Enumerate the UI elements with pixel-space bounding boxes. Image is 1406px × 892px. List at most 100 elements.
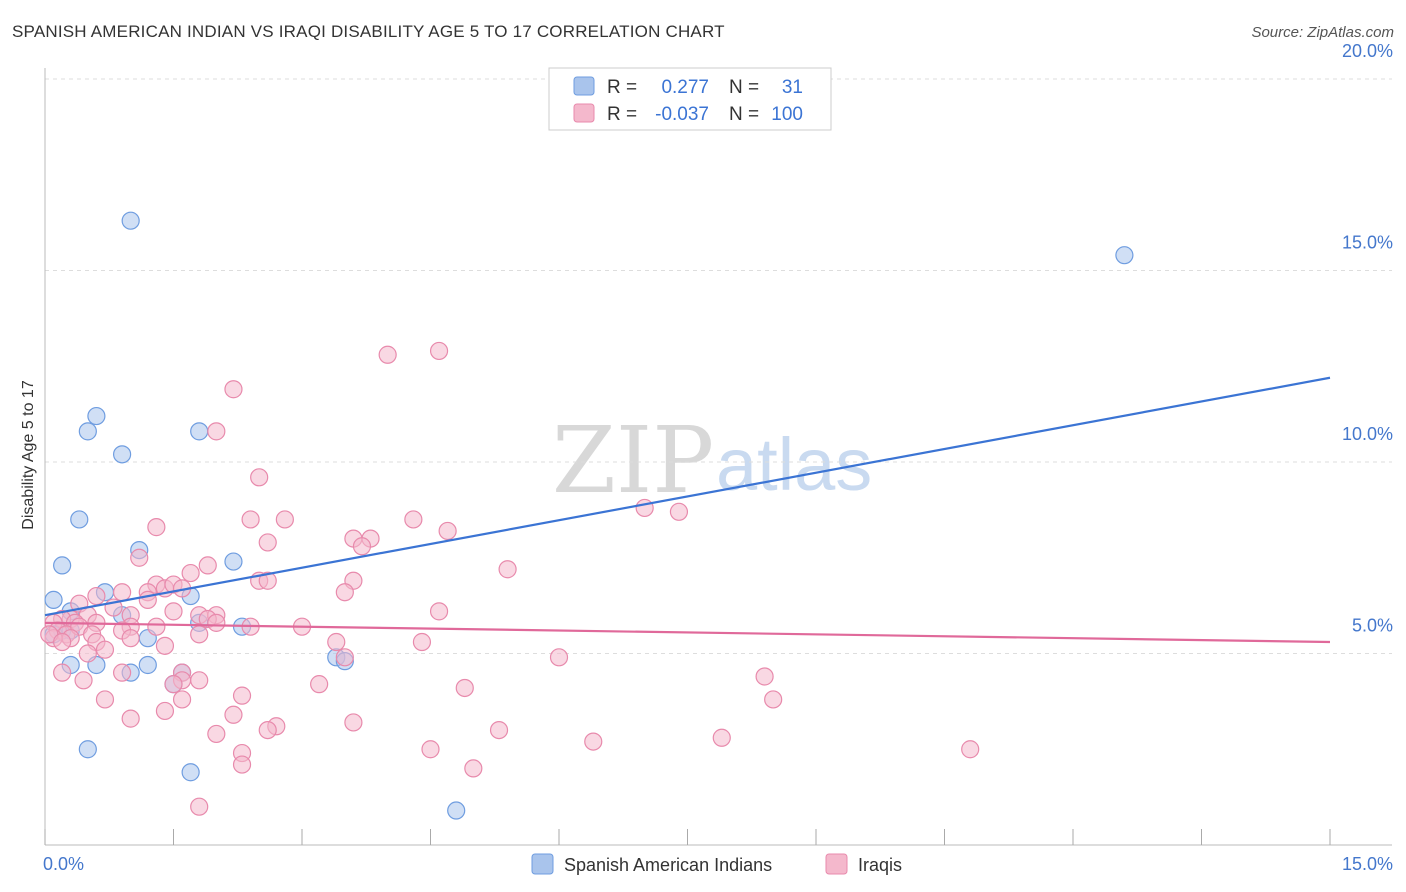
y-tick-label: 15.0%	[1342, 233, 1393, 253]
point-iraqis	[155, 636, 175, 655]
y-tick-label: 10.0%	[1342, 424, 1393, 444]
point-iraqis	[121, 629, 140, 648]
bottom-legend-swatch-blue	[531, 853, 554, 875]
point-iraqis	[335, 583, 354, 602]
point-iraqis	[412, 632, 432, 652]
y-tick-labels: 5.0% 10.0% 15.0% 20.0%	[1342, 41, 1393, 636]
point-iraqis	[232, 686, 252, 705]
point-spanish-american-indians	[190, 422, 209, 441]
point-iraqis	[961, 740, 980, 759]
x-tick-label: 0.0%	[43, 854, 84, 874]
point-iraqis	[310, 675, 329, 694]
point-iraqis	[327, 632, 346, 652]
point-iraqis	[172, 690, 192, 709]
chart-title: SPANISH AMERICAN INDIAN VS IRAQI DISABIL…	[12, 22, 725, 41]
bottom-legend: Spanish American Indians Iraqis	[531, 853, 902, 875]
point-iraqis	[549, 648, 569, 667]
point-iraqis	[429, 602, 449, 621]
series-iraqis	[40, 341, 980, 816]
point-iraqis	[53, 632, 72, 652]
point-iraqis	[258, 720, 277, 740]
legend-box	[548, 67, 832, 131]
point-iraqis	[232, 755, 252, 774]
point-iraqis	[241, 510, 260, 529]
point-iraqis	[190, 797, 209, 816]
point-iraqis	[438, 521, 457, 541]
legend-swatch-pink	[573, 103, 595, 123]
point-iraqis	[164, 675, 183, 694]
axes	[44, 68, 1392, 846]
point-iraqis	[155, 701, 175, 721]
point-spanish-american-indians	[78, 422, 97, 441]
legend-swatch-blue	[573, 76, 595, 96]
point-spanish-american-indians	[53, 556, 72, 575]
y-axis-title: Disability Age 5 to 17	[20, 380, 37, 530]
point-spanish-american-indians	[44, 590, 63, 609]
point-iraqis	[207, 422, 226, 441]
legend-r-value-0: 0.277	[661, 77, 709, 98]
bottom-legend-swatch-pink	[825, 853, 848, 875]
point-iraqis	[147, 617, 166, 636]
point-iraqis	[130, 548, 149, 567]
legend-r-label-1: R =	[607, 104, 637, 125]
point-iraqis	[352, 537, 372, 556]
point-iraqis	[138, 590, 157, 609]
point-spanish-american-indians	[112, 445, 132, 464]
point-iraqis	[489, 720, 509, 740]
legend-n-label-1: N =	[729, 104, 759, 125]
watermark-zip: ZIP	[552, 407, 714, 514]
point-iraqis	[421, 740, 440, 759]
point-spanish-american-indians	[87, 406, 106, 426]
point-iraqis	[224, 705, 243, 724]
bottom-legend-label-1: Iraqis	[858, 855, 902, 875]
point-spanish-american-indians	[224, 552, 243, 571]
point-iraqis	[464, 759, 483, 778]
point-iraqis	[112, 583, 132, 602]
x-tick-label: 15.0%	[1342, 854, 1393, 874]
point-spanish-american-indians	[70, 510, 89, 529]
legend-n-label-0: N =	[729, 77, 759, 98]
point-iraqis	[147, 518, 166, 537]
point-iraqis	[498, 560, 517, 579]
point-spanish-american-indians	[447, 801, 466, 820]
legend-n-value-1: 100	[771, 104, 803, 125]
legend-n-value-0: 31	[782, 77, 803, 98]
point-iraqis	[635, 498, 654, 518]
point-iraqis	[404, 510, 423, 529]
point-spanish-american-indians	[138, 655, 157, 675]
point-iraqis	[95, 640, 115, 659]
point-iraqis	[95, 690, 115, 709]
point-iraqis	[164, 602, 183, 621]
point-iraqis	[198, 556, 217, 575]
legend: R = 0.277 N = 31 R = -0.037 N = 100	[548, 67, 832, 131]
point-iraqis	[181, 563, 200, 583]
x-tick-labels: 0.0% 15.0%	[43, 854, 1393, 874]
point-iraqis	[344, 713, 363, 732]
trendline-spanish-american-indians	[44, 376, 1331, 617]
legend-r-label-0: R =	[607, 77, 637, 98]
point-spanish-american-indians	[121, 211, 140, 230]
point-iraqis	[207, 613, 226, 632]
source-label: Source: ZipAtlas.com	[1251, 24, 1394, 41]
point-iraqis	[335, 648, 354, 667]
point-iraqis	[429, 341, 449, 361]
trendline-iraqis	[44, 621, 1331, 644]
bottom-legend-label-0: Spanish American Indians	[564, 855, 772, 875]
point-iraqis	[258, 533, 277, 552]
point-iraqis	[764, 690, 783, 709]
point-iraqis	[53, 663, 72, 682]
trend-lines	[44, 376, 1331, 644]
point-iraqis	[112, 663, 132, 682]
point-iraqis	[755, 667, 774, 686]
point-iraqis	[190, 625, 209, 644]
point-iraqis	[275, 510, 294, 529]
point-iraqis	[78, 644, 97, 663]
y-tick-label: 5.0%	[1352, 616, 1393, 636]
point-iraqis	[669, 502, 689, 521]
point-spanish-american-indians	[78, 740, 97, 759]
legend-r-value-1: -0.037	[655, 104, 709, 125]
point-iraqis	[207, 724, 226, 744]
watermark-atlas: atlas	[716, 423, 872, 506]
point-iraqis	[455, 678, 474, 698]
